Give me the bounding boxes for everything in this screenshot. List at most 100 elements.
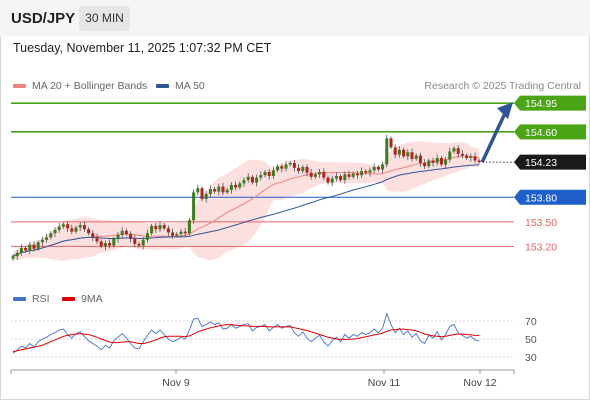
timeframe-badge[interactable]: 30 MIN bbox=[79, 6, 130, 31]
candle-body bbox=[150, 225, 154, 234]
candle-body bbox=[162, 225, 166, 229]
candle bbox=[11, 254, 15, 261]
candle bbox=[213, 187, 217, 194]
rsi-swatch bbox=[13, 297, 26, 302]
candle-body bbox=[364, 171, 368, 173]
level-label-2: 154.23 bbox=[514, 154, 586, 170]
candle-body bbox=[250, 176, 254, 183]
candle bbox=[372, 163, 376, 174]
candle-body bbox=[154, 225, 158, 230]
candle bbox=[326, 175, 330, 185]
candle bbox=[141, 236, 145, 250]
candle bbox=[414, 153, 418, 161]
candle-body bbox=[397, 149, 401, 155]
candle-body bbox=[11, 256, 15, 259]
candle-body bbox=[288, 162, 292, 165]
candle-body bbox=[53, 230, 57, 234]
candle bbox=[49, 231, 53, 240]
legend-rsi-ma: 9MA bbox=[62, 293, 103, 305]
legend-ma50: MA 50 bbox=[156, 80, 205, 92]
candle bbox=[456, 145, 460, 158]
candle bbox=[154, 223, 158, 233]
candle bbox=[53, 227, 57, 237]
candle bbox=[288, 160, 292, 167]
candle bbox=[267, 169, 271, 180]
candle-body bbox=[284, 164, 288, 169]
candle-body bbox=[431, 160, 435, 163]
candle-body bbox=[45, 237, 49, 240]
candle-body bbox=[423, 162, 427, 167]
candle-body bbox=[24, 248, 28, 251]
candle bbox=[343, 171, 347, 184]
candle-body bbox=[187, 220, 191, 234]
candle-body bbox=[208, 189, 212, 194]
candle bbox=[364, 169, 368, 175]
level-label-tag bbox=[514, 154, 586, 170]
candle bbox=[145, 229, 149, 243]
candle bbox=[318, 169, 322, 179]
candle bbox=[82, 221, 86, 233]
candle-body bbox=[318, 171, 322, 175]
candle bbox=[225, 187, 229, 195]
candle bbox=[465, 153, 469, 161]
level-label-tag bbox=[514, 124, 586, 140]
candle-body bbox=[301, 167, 305, 172]
candle bbox=[108, 239, 112, 249]
candle-body bbox=[217, 186, 221, 192]
candle bbox=[322, 168, 326, 181]
rsi-tick-label: 30 bbox=[525, 352, 537, 364]
candle-body bbox=[343, 174, 347, 181]
legend-ma50-label: MA 50 bbox=[175, 80, 205, 92]
moving-averages bbox=[12, 155, 480, 257]
candle-body bbox=[376, 167, 380, 170]
candle bbox=[200, 186, 204, 201]
candle bbox=[448, 147, 452, 163]
candle-body bbox=[439, 158, 443, 165]
candle bbox=[313, 172, 317, 179]
candle-body bbox=[393, 147, 397, 155]
candle bbox=[91, 230, 95, 242]
candle-body bbox=[402, 149, 406, 157]
rsi-line bbox=[12, 312, 480, 354]
candle bbox=[347, 170, 351, 180]
candle bbox=[45, 233, 49, 243]
candle-body bbox=[465, 155, 469, 158]
candle bbox=[171, 228, 175, 239]
candle bbox=[183, 227, 187, 237]
candle bbox=[410, 148, 414, 162]
candle bbox=[360, 167, 364, 179]
x-tick-label: Nov 9 bbox=[162, 377, 190, 389]
candle bbox=[36, 240, 40, 251]
candle bbox=[477, 158, 481, 165]
candle bbox=[175, 232, 179, 238]
bollinger-band-fill bbox=[13, 141, 480, 262]
candle bbox=[263, 169, 267, 178]
level-label-text: 153.80 bbox=[525, 192, 557, 204]
candle bbox=[162, 223, 166, 231]
candle-body bbox=[435, 158, 439, 163]
candle-body bbox=[95, 237, 99, 242]
candle bbox=[355, 170, 359, 179]
candle bbox=[423, 159, 427, 170]
candle bbox=[217, 183, 221, 196]
credit-text: Research © 2025 Trading Central bbox=[424, 80, 581, 92]
candle-body bbox=[171, 232, 175, 236]
candle bbox=[271, 166, 275, 179]
candle bbox=[120, 227, 124, 238]
x-tick-label: Nov 12 bbox=[463, 377, 496, 389]
candle bbox=[431, 157, 435, 167]
candle-body bbox=[473, 156, 477, 161]
candle-body bbox=[179, 231, 183, 235]
candle bbox=[187, 218, 191, 236]
candle bbox=[469, 153, 473, 162]
candle-body bbox=[28, 244, 32, 251]
candle-body bbox=[259, 175, 263, 178]
candle bbox=[229, 182, 233, 194]
candle bbox=[74, 225, 78, 234]
forecast-arrow-head bbox=[497, 102, 513, 120]
candle bbox=[15, 250, 19, 260]
candle-body bbox=[360, 171, 364, 176]
candle bbox=[389, 136, 393, 150]
rsi-ma-swatch bbox=[62, 297, 75, 302]
